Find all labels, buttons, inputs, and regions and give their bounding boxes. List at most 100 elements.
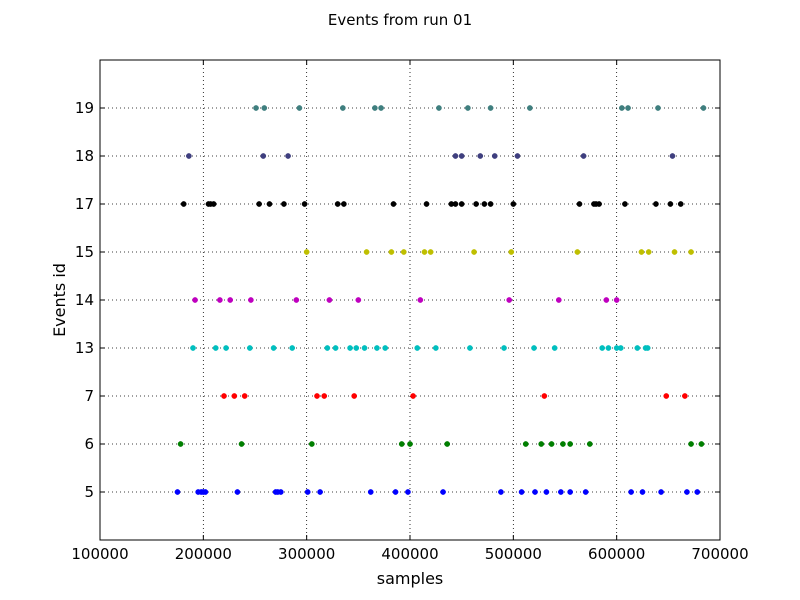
data-point-15 — [508, 249, 515, 255]
data-point-5 — [558, 489, 564, 495]
data-point-15 — [671, 249, 678, 255]
data-point-7 — [682, 393, 688, 399]
data-point-13 — [531, 345, 537, 351]
data-point-6 — [407, 441, 413, 447]
data-point-17 — [473, 201, 479, 207]
x-tick-label: 100000 — [71, 545, 128, 563]
data-point-13 — [190, 345, 196, 351]
data-point-19 — [436, 105, 442, 111]
data-point-17 — [576, 201, 583, 207]
data-point-14 — [326, 297, 333, 303]
data-point-6 — [398, 441, 405, 447]
data-point-7 — [321, 393, 328, 399]
x-tick-label: 400000 — [381, 545, 438, 563]
data-point-5 — [518, 489, 525, 495]
data-point-19 — [655, 105, 661, 111]
y-tick-label: 17 — [75, 195, 94, 213]
y-tick-label: 5 — [84, 483, 94, 501]
data-point-15 — [471, 249, 477, 255]
data-point-15 — [388, 249, 395, 255]
data-point-5 — [440, 489, 446, 495]
data-point-13 — [332, 345, 339, 351]
data-point-13 — [347, 345, 353, 351]
data-point-18 — [452, 153, 459, 159]
data-point-14 — [603, 297, 610, 303]
data-point-5 — [367, 489, 374, 495]
data-point-13 — [617, 345, 624, 351]
data-point-13 — [644, 345, 651, 351]
data-point-14 — [613, 297, 620, 303]
data-point-14 — [506, 297, 513, 303]
y-tick-label: 6 — [84, 435, 94, 453]
data-point-15 — [421, 249, 428, 255]
data-point-6 — [560, 441, 566, 447]
data-point-7 — [231, 393, 238, 399]
data-point-18 — [186, 153, 192, 159]
data-point-13 — [324, 345, 331, 351]
data-point-18 — [669, 153, 676, 159]
data-point-13 — [361, 345, 368, 351]
data-point-18 — [458, 153, 465, 159]
data-point-6 — [586, 441, 593, 447]
data-point-19 — [372, 105, 378, 111]
data-points — [174, 105, 707, 495]
data-point-17 — [266, 201, 273, 207]
data-point-19 — [253, 105, 259, 111]
data-point-17 — [334, 201, 341, 207]
data-point-7 — [663, 393, 670, 399]
x-tick-label: 200000 — [175, 545, 232, 563]
data-point-7 — [351, 393, 358, 399]
data-point-7 — [221, 393, 227, 399]
data-point-6 — [567, 441, 574, 447]
data-point-5 — [234, 489, 241, 495]
data-point-13 — [212, 345, 219, 351]
data-point-17 — [622, 201, 628, 207]
data-point-13 — [467, 345, 473, 351]
data-point-13 — [246, 345, 253, 351]
data-point-5 — [174, 489, 181, 495]
data-point-17 — [301, 201, 308, 207]
data-point-5 — [684, 489, 690, 495]
data-point-14 — [355, 297, 362, 303]
data-point-17 — [458, 201, 465, 207]
data-point-18 — [285, 153, 291, 159]
data-point-5 — [405, 489, 411, 495]
x-tick-label: 300000 — [278, 545, 335, 563]
y-tick-label: 7 — [84, 387, 94, 405]
x-tick-label: 500000 — [485, 545, 542, 563]
data-point-18 — [491, 153, 498, 159]
data-point-5 — [567, 489, 574, 495]
data-point-13 — [501, 345, 507, 351]
data-point-15 — [638, 249, 645, 255]
data-point-6 — [538, 441, 545, 447]
data-point-5 — [392, 489, 399, 495]
data-point-13 — [414, 345, 421, 351]
data-point-5 — [639, 489, 646, 495]
data-point-17 — [210, 201, 217, 207]
data-point-15 — [645, 249, 652, 255]
data-point-14 — [417, 297, 424, 303]
data-point-15 — [574, 249, 581, 255]
y-tick-label: 13 — [75, 339, 94, 357]
data-point-18 — [477, 153, 484, 159]
y-tick-label: 14 — [75, 291, 94, 309]
data-point-19 — [527, 105, 533, 111]
data-point-14 — [192, 297, 198, 303]
data-point-19 — [625, 105, 631, 111]
data-point-17 — [180, 201, 187, 207]
data-point-14 — [293, 297, 300, 303]
data-point-6 — [177, 441, 184, 447]
data-point-19 — [700, 105, 707, 111]
data-point-5 — [532, 489, 538, 495]
data-point-13 — [382, 345, 389, 351]
data-point-13 — [270, 345, 277, 351]
data-point-15 — [400, 249, 407, 255]
data-point-5 — [202, 489, 209, 495]
data-point-7 — [241, 393, 248, 399]
data-point-6 — [444, 441, 451, 447]
data-point-19 — [261, 105, 268, 111]
data-point-18 — [580, 153, 587, 159]
data-point-7 — [410, 393, 416, 399]
x-axis-label: samples — [377, 569, 444, 588]
